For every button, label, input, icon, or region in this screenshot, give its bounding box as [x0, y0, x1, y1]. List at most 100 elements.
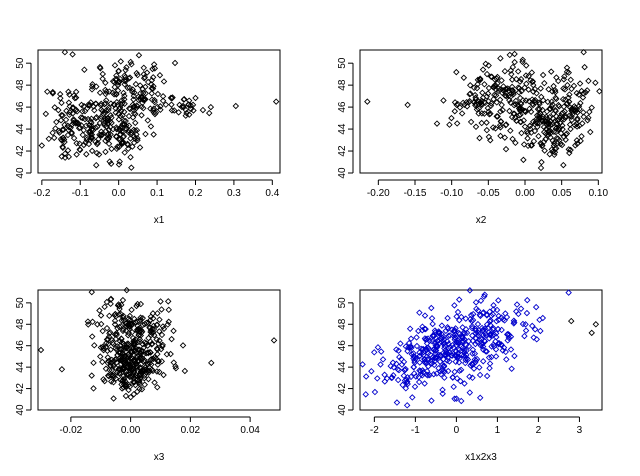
data-point [142, 90, 149, 97]
data-point [111, 83, 118, 91]
data-point [424, 335, 432, 342]
y-tick-label: 40 [337, 404, 348, 416]
data-point [440, 97, 447, 104]
data-point [381, 371, 388, 379]
data-point [483, 311, 491, 318]
data-point [479, 358, 487, 365]
data-point [402, 343, 410, 350]
data-point [516, 85, 523, 92]
data-point [65, 88, 72, 96]
data-point [469, 310, 477, 318]
data-point [109, 125, 117, 133]
data-point [138, 328, 146, 336]
data-point [126, 373, 133, 381]
data-point [559, 126, 566, 133]
data-point [117, 107, 125, 114]
data-point [160, 78, 168, 85]
data-point [107, 112, 114, 119]
data-point [135, 325, 142, 333]
data-point [455, 296, 463, 303]
data-point [180, 95, 188, 103]
data-point [509, 135, 516, 143]
data-point [126, 74, 134, 81]
data-point [576, 80, 584, 87]
data-point [103, 298, 111, 306]
data-point [131, 373, 139, 380]
data-point [106, 312, 113, 320]
data-point [573, 105, 580, 113]
data-point [82, 122, 90, 129]
data-point [478, 119, 485, 127]
data-point [74, 119, 82, 126]
data-point [532, 303, 540, 311]
data-point [44, 88, 51, 95]
y-tick-label: 50 [15, 57, 26, 69]
data-point [165, 306, 173, 314]
data-point [371, 388, 379, 396]
data-point [120, 312, 127, 320]
data-point [563, 130, 571, 137]
data-point [481, 81, 488, 88]
data-point [411, 370, 418, 377]
data-point [415, 378, 423, 386]
data-point [106, 330, 113, 337]
data-point [83, 150, 90, 158]
data-point [147, 123, 155, 130]
data-point [82, 139, 89, 146]
data-point [397, 340, 404, 347]
data-point [534, 123, 541, 131]
data-point [97, 102, 105, 109]
x-tick-label: 1 [495, 425, 501, 436]
data-point [155, 340, 162, 347]
data-point [424, 372, 432, 379]
data-point [165, 318, 172, 325]
data-point [453, 68, 460, 76]
data-point [362, 373, 370, 380]
y-tick-label: 46 [15, 101, 26, 113]
data-point [487, 73, 495, 80]
data-point [476, 134, 483, 142]
data-point [524, 296, 531, 304]
data-point [146, 348, 154, 356]
data-point [486, 335, 493, 342]
data-point [148, 355, 156, 363]
data-point [114, 351, 121, 359]
data-point [551, 149, 559, 156]
data-point [150, 61, 158, 68]
data-point [148, 341, 155, 348]
data-point [160, 371, 167, 379]
data-point [468, 361, 476, 368]
data-point [183, 109, 190, 117]
data-point [88, 119, 95, 127]
data-point [112, 345, 120, 352]
y-tick-label: 42 [15, 383, 26, 395]
data-point [536, 110, 544, 117]
x-axis-label: x1 [154, 215, 165, 226]
data-point [438, 361, 446, 369]
data-point [444, 367, 452, 375]
data-point [125, 122, 133, 129]
data-point [126, 323, 134, 331]
data-point [592, 321, 600, 328]
data-point [454, 350, 462, 357]
data-point [588, 329, 595, 337]
data-point [566, 91, 573, 98]
data-point [522, 108, 529, 116]
data-point [110, 379, 117, 386]
data-point [130, 92, 138, 100]
data-point [105, 130, 112, 138]
data-point [105, 106, 112, 114]
data-point [499, 87, 507, 94]
data-point [75, 120, 82, 128]
data-point [440, 355, 447, 363]
y-tick-label: 48 [15, 79, 26, 91]
data-point [94, 321, 101, 328]
data-point [420, 369, 427, 376]
data-point [450, 344, 457, 351]
data-point [130, 356, 138, 364]
data-point [494, 113, 501, 120]
data-point [522, 97, 530, 104]
data-point [496, 121, 504, 129]
data-point [501, 67, 509, 75]
plot-frame [37, 49, 281, 174]
